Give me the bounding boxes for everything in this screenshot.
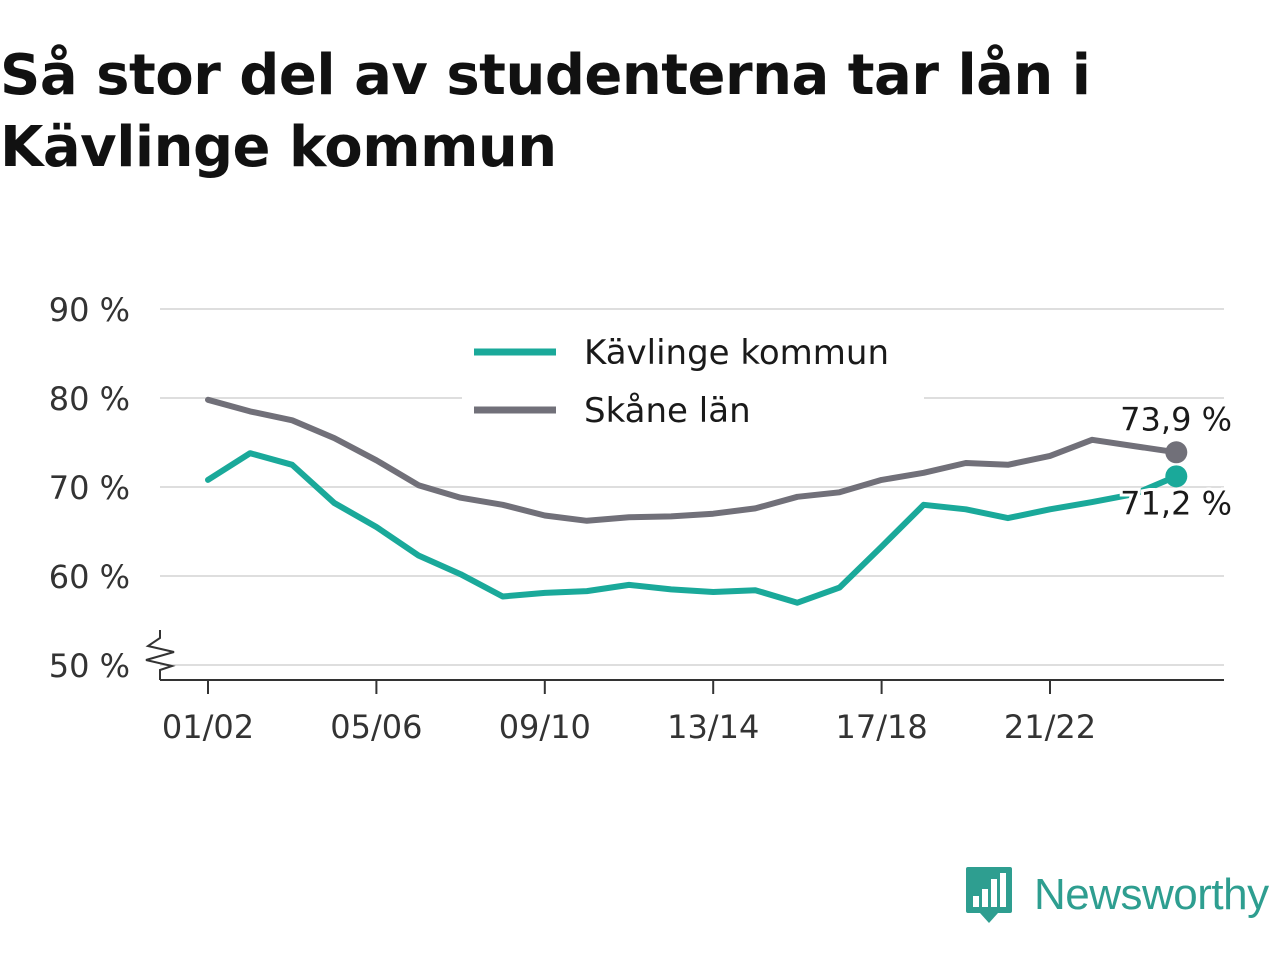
- end-point-skane: [1165, 441, 1188, 464]
- x-tick-label: 21/22: [1004, 708, 1096, 746]
- grid-lines: [160, 308, 1224, 666]
- chart-title: Så stor del av studenterna tar lån i Käv…: [0, 43, 1091, 180]
- end-point-kavlinge: [1165, 465, 1188, 488]
- x-axis: 01/02 05/06 09/10 13/14 17/18 21/22: [160, 679, 1224, 746]
- y-tick-label: 50 %: [49, 647, 130, 685]
- x-tick-label: 13/14: [667, 708, 759, 746]
- series-line-skane: [205, 396, 1180, 524]
- legend-background: [462, 324, 924, 434]
- y-axis: 90 % 80 % 70 % 60 % 50 %: [49, 291, 176, 685]
- x-tick-label: 17/18: [835, 708, 927, 746]
- series-line-kavlinge: [205, 450, 1180, 606]
- legend-label: Skåne län: [584, 391, 751, 431]
- x-tick-label: 01/02: [162, 708, 254, 746]
- legend-label: Kävlinge kommun: [584, 333, 889, 373]
- end-markers: 71,2 % 73,9 %: [1117, 397, 1235, 525]
- x-tick-label: 09/10: [499, 708, 591, 746]
- x-tick-label: 05/06: [330, 708, 422, 746]
- series-lines: [205, 396, 1180, 606]
- y-tick-label: 60 %: [49, 558, 130, 596]
- legend: Kävlinge kommun Skåne län: [462, 324, 924, 434]
- y-tick-label: 80 %: [49, 380, 130, 418]
- newsworthy-wordmark: Newsworthy: [1034, 870, 1269, 919]
- newsworthy-logo: Newsworthy: [964, 862, 1269, 928]
- end-value-label: 71,2 %: [1120, 484, 1232, 522]
- y-tick-label: 70 %: [49, 469, 130, 507]
- end-value-label: 73,9 %: [1120, 400, 1232, 438]
- newsworthy-bar-chart-icon: [966, 867, 1012, 923]
- y-axis-break: [145, 630, 176, 680]
- y-tick-label: 90 %: [49, 291, 130, 329]
